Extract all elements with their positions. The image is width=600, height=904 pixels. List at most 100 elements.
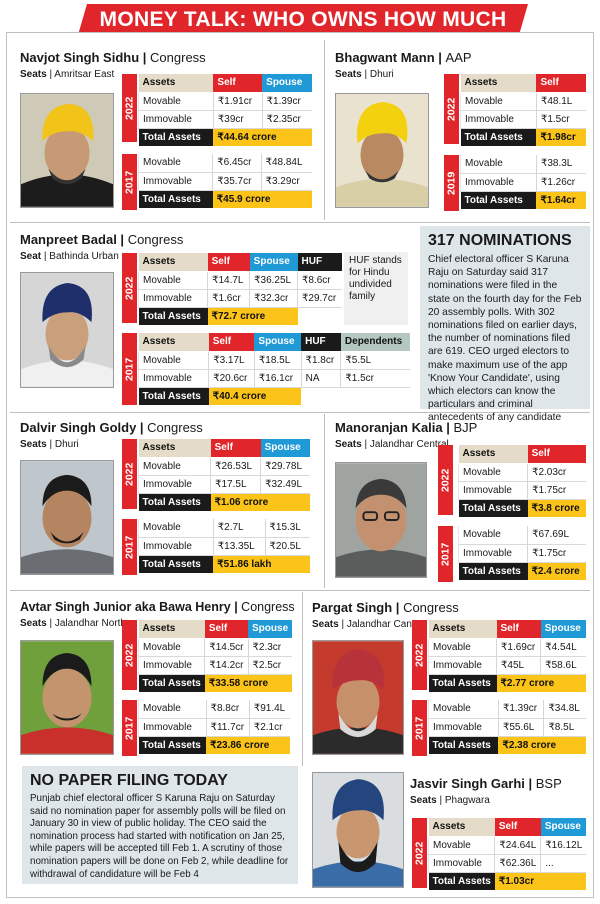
party-name: Congress <box>127 232 184 247</box>
year-label: 2022 <box>412 620 427 690</box>
year-label: 2022 <box>444 74 459 144</box>
total-label: Total Assets <box>138 387 209 406</box>
year-label: 2017 <box>122 700 137 756</box>
cell-value: ₹29.78L <box>260 457 310 476</box>
header-spouse: Spouse <box>262 74 312 93</box>
seat-name: Jalandhar Central <box>369 439 449 450</box>
assets-table: Assets Self Spouse Movable ₹26.53L ₹29.78L I… <box>137 439 310 512</box>
cell-value: ₹14.5cr <box>204 638 249 657</box>
party-name: Congress <box>150 50 206 65</box>
year-label: 2019 <box>444 155 459 211</box>
cell-value: ₹20.6cr <box>208 369 255 388</box>
candidate-garhi: Jasvir Singh Garhi | BSP Seats | Phagwar… <box>410 776 562 806</box>
candidate-kalia: Manoranjan Kalia | BJP Seats | Jalandhar… <box>335 420 478 450</box>
row-label: Immovable <box>457 481 528 500</box>
seat-name: Dhuri <box>369 69 394 80</box>
candidate-henry: Avtar Singh Junior aka Bawa Henry | Cong… <box>20 600 295 629</box>
nominations-text: Chief electoral officer S Karuna Raju on… <box>428 254 582 424</box>
header-spouse: Spouse <box>540 818 587 837</box>
candidate-mann: Bhagwant Mann | AAP Seats | Dhuri <box>335 50 472 80</box>
cell-value: ₹14.2cr <box>204 656 249 675</box>
year-label: 2022 <box>122 620 137 690</box>
header-assets: Assets <box>460 74 537 93</box>
seat-label: Seats <box>335 439 362 450</box>
candidate-name: Manpreet Badal <box>20 232 117 247</box>
seat-name: Bathinda Urban <box>49 251 119 262</box>
total-label: Total Assets <box>458 499 528 518</box>
total-label: Total Assets <box>428 872 495 891</box>
seat-label: Seats <box>410 795 437 806</box>
cell-value: ₹38.3L <box>535 155 586 174</box>
cell-value: ₹1.91cr <box>212 92 263 111</box>
total-value: ₹51.86 lakh <box>213 555 310 574</box>
row-label: Movable <box>137 638 205 657</box>
row-label: Immovable <box>137 172 213 191</box>
cell-value: ₹20.5L <box>264 537 310 556</box>
cell-value: ₹8.8cr <box>205 700 250 719</box>
assets-table: Assets Self Spouse Movable ₹1.91cr ₹1.39cr I… <box>138 74 312 147</box>
header-self: Self <box>494 818 541 837</box>
assets-table: Assets Self Spouse Movable ₹14.5cr ₹2.3cr Im… <box>137 620 293 693</box>
year-label: 2022 <box>122 253 137 323</box>
candidate-photo <box>20 93 114 208</box>
cell-value: ₹2.7L <box>212 519 266 538</box>
assets-table: Movable ₹67.69L Immovable ₹1.75cr Total As… <box>457 526 586 581</box>
total-label: Total Assets <box>138 307 208 326</box>
year-label: 2017 <box>122 154 137 210</box>
cell-value: ₹8.5L <box>543 718 586 737</box>
cell-value: ₹35.7cr <box>212 172 262 191</box>
assets-table: Assets Self Spouse HUF Movable ₹14.7L ₹36.25L… <box>137 253 342 326</box>
assets-table: Movable ₹38.3L Immovable ₹1.26cr Total Ass… <box>460 155 586 210</box>
party-name: AAP <box>445 50 472 65</box>
row-label: Movable <box>428 700 499 719</box>
cell-value: ₹5.5L <box>340 351 410 370</box>
total-label: Total Assets <box>428 736 499 755</box>
cell-value: ₹58.6L <box>540 656 586 675</box>
row-label: Movable <box>137 351 209 370</box>
assets-table: Assets Self Spouse HUF Dependents Movable ₹3.… <box>137 333 410 406</box>
header-spouse: Spouse <box>249 253 298 272</box>
assets-table: Movable ₹1.39cr ₹34.8L Immovable ₹55.6L ₹8.5… <box>428 700 586 755</box>
row-label: Immovable <box>138 110 214 129</box>
assets-table: Movable ₹6.45cr ₹48.84L Immovable ₹35.7cr ₹3… <box>137 154 312 209</box>
candidate-name: Manoranjan Kalia <box>335 420 443 435</box>
header-spouse: Spouse <box>260 439 310 458</box>
cell-value: ₹2.03cr <box>527 463 586 482</box>
cell-value: ₹29.7cr <box>297 289 342 308</box>
total-label: Total Assets <box>138 674 205 693</box>
header-assets: Assets <box>138 253 208 272</box>
row-label: Immovable <box>457 544 528 563</box>
header-assets: Assets <box>138 439 211 458</box>
total-label: Total Assets <box>428 674 497 693</box>
party-name: Congress <box>241 600 295 614</box>
seat-name: Dhuri <box>54 439 79 450</box>
cell-value: ₹2.3cr <box>247 638 293 657</box>
header-self: Self <box>207 253 250 272</box>
header-self: Self <box>210 439 261 458</box>
total-label: Total Assets <box>138 555 214 574</box>
cell-value: ₹1.5cr <box>535 110 586 129</box>
year-label: 2022 <box>438 445 453 515</box>
assets-table: Assets Self Spouse Movable ₹1.69cr ₹4.54L Im… <box>427 620 586 693</box>
total-value: ₹1.64cr <box>536 191 586 210</box>
cell-value: ₹18.5L <box>253 351 302 370</box>
row-label: Movable <box>457 526 528 545</box>
total-value: ₹2.4 crore <box>527 562 586 581</box>
candidate-name: Bhagwant Mann <box>335 50 435 65</box>
candidate-photo <box>312 772 404 888</box>
candidate-sidhu: Navjot Singh Sidhu | Congress Seats | Am… <box>20 50 206 80</box>
cell-value: ₹39cr <box>212 110 263 129</box>
cell-value: ₹1.39cr <box>261 92 312 111</box>
header-assets: Assets <box>428 620 497 639</box>
cell-value: ₹11.7cr <box>205 718 250 737</box>
nominations-box: 317 NOMINATIONS Chief electoral officer … <box>420 226 590 423</box>
seat-label: Seats <box>312 619 339 630</box>
seat-name: Jalandhar Cantt <box>346 619 418 630</box>
year-label: 2022 <box>122 74 137 142</box>
row-label: Movable <box>427 638 497 657</box>
party-name: BSP <box>535 776 562 791</box>
cell-value: ₹2.5cr <box>247 656 293 675</box>
header-assets: Assets <box>138 620 205 639</box>
total-label: Total Assets <box>460 128 537 147</box>
cell-value: ₹1.75cr <box>527 481 586 500</box>
